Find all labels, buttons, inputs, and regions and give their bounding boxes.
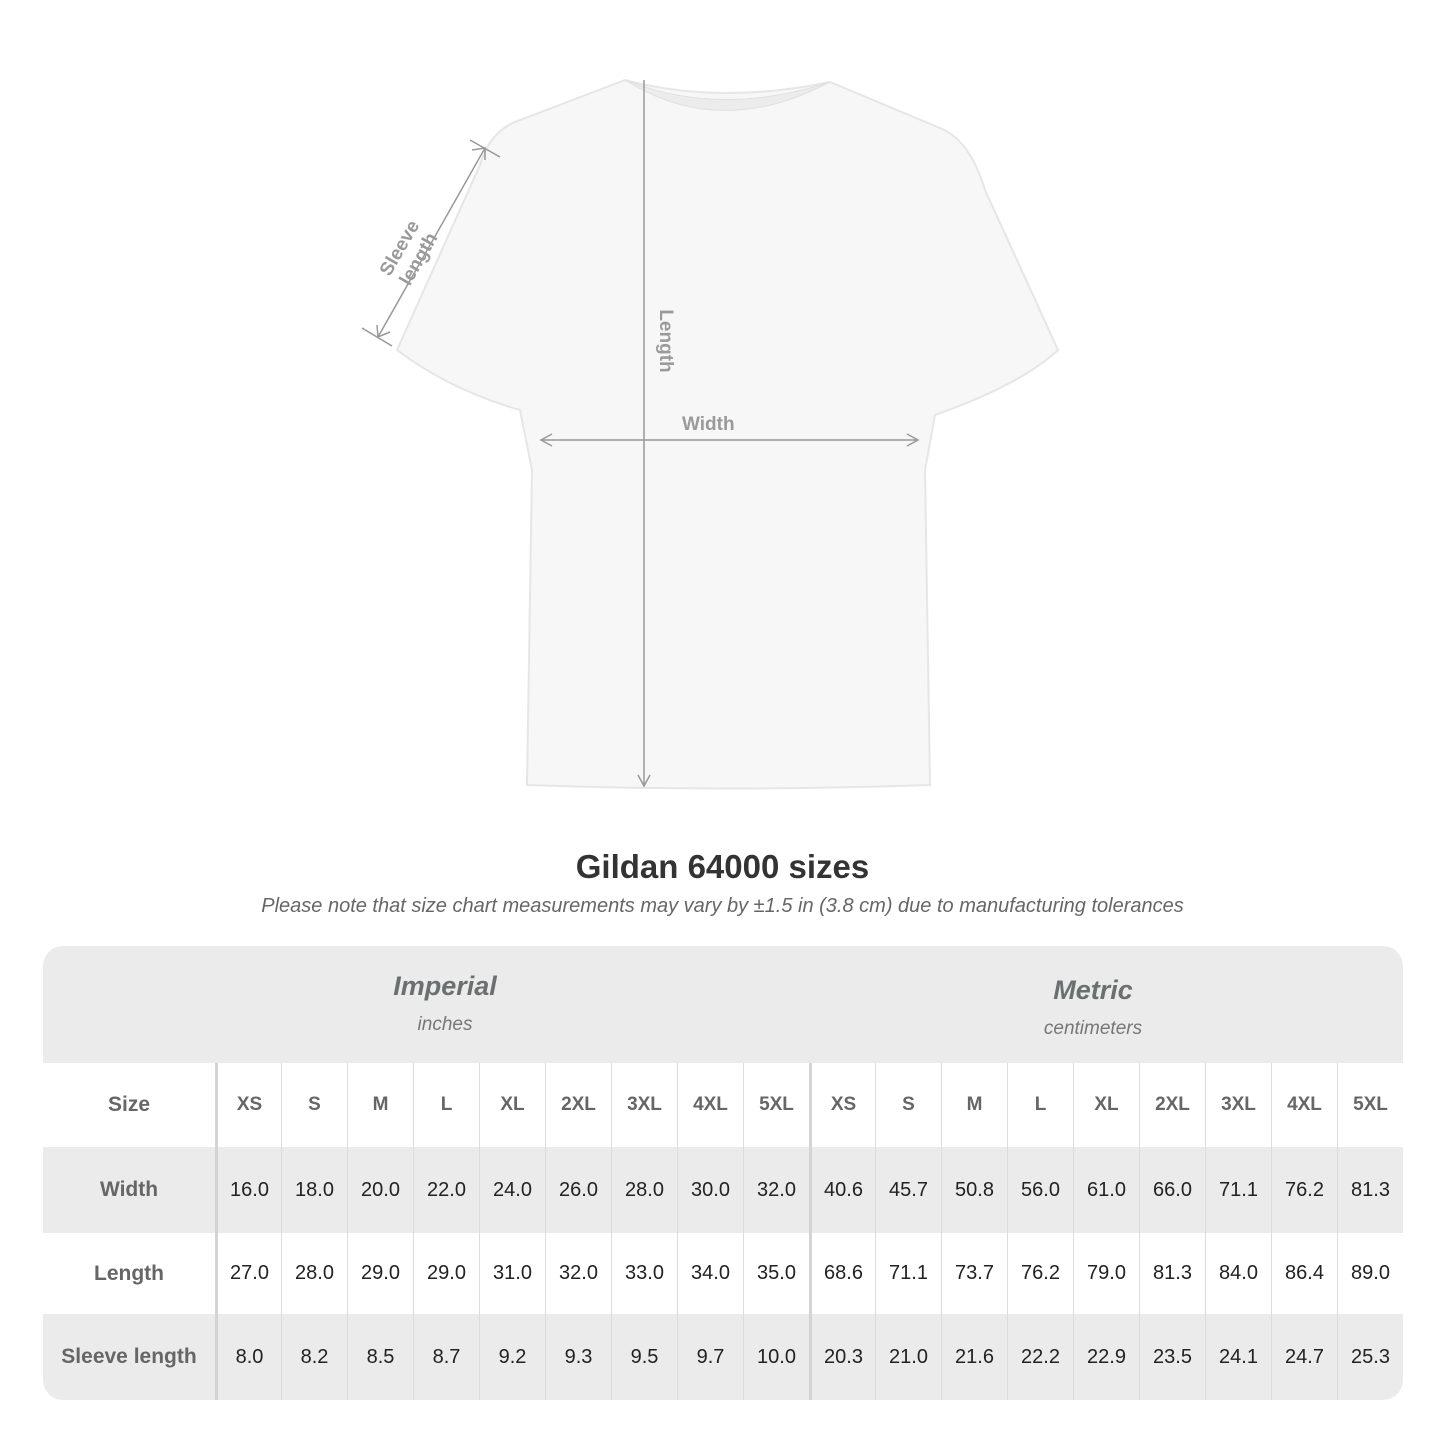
table-cell: 32.0 bbox=[743, 1147, 809, 1233]
table-cell: 28.0 bbox=[281, 1233, 347, 1314]
table-cell: 50.8 bbox=[941, 1147, 1007, 1233]
table-cell: 27.0 bbox=[215, 1233, 281, 1314]
table-cell: 22.2 bbox=[1007, 1314, 1073, 1400]
table-cell: 16.0 bbox=[215, 1147, 281, 1233]
table-cell: 9.2 bbox=[479, 1314, 545, 1400]
size-label: Size bbox=[107, 1093, 151, 1116]
table-row: Sleeve length 8.0 8.2 8.5 8.7 9.2 9.3 9.5 9.7 10.… bbox=[43, 1314, 1403, 1400]
table-cell: 81.3 bbox=[1337, 1147, 1403, 1233]
table-cell: 24.1 bbox=[1205, 1314, 1271, 1400]
table-cell: 25.3 bbox=[1337, 1314, 1403, 1400]
tshirt-diagram bbox=[361, 78, 1060, 790]
table-row: Width 16.0 18.0 20.0 22.0 24.0 26.0 28.0 30.0 32.… bbox=[43, 1147, 1403, 1233]
table-cell: 71.1 bbox=[875, 1233, 941, 1314]
table-cell: 61.0 bbox=[1073, 1147, 1139, 1233]
size-header-cell: M bbox=[941, 1063, 1007, 1147]
table-cell: 31.0 bbox=[479, 1233, 545, 1314]
row-label: Width bbox=[99, 1178, 159, 1201]
size-header-cell: L bbox=[1007, 1063, 1073, 1147]
width-label: Width bbox=[682, 414, 735, 435]
length-label: Length bbox=[655, 309, 676, 373]
table-cell: 8.2 bbox=[281, 1314, 347, 1400]
size-header-cell: M bbox=[347, 1063, 413, 1147]
size-header-cell: 3XL bbox=[1205, 1063, 1271, 1147]
tolerance-note: Please note that size chart measurements… bbox=[261, 895, 1184, 917]
row-label: Length bbox=[94, 1261, 164, 1285]
metric-group: Metric centimeters bbox=[813, 975, 1373, 1040]
size-header-cell: 4XL bbox=[1271, 1063, 1337, 1147]
table-cell: 68.6 bbox=[809, 1233, 875, 1314]
collar bbox=[624, 79, 831, 111]
imperial-title: Imperial bbox=[393, 971, 497, 1001]
table-cell: 28.0 bbox=[611, 1147, 677, 1233]
size-header-cell: XS bbox=[809, 1063, 875, 1147]
table-cell: 23.5 bbox=[1139, 1314, 1205, 1400]
size-header-cell: 3XL bbox=[611, 1063, 677, 1147]
table-cell: 35.0 bbox=[743, 1233, 809, 1314]
size-table: Imperial inches Metric centimeters Size … bbox=[43, 946, 1403, 1400]
table-cell: 76.2 bbox=[1007, 1233, 1073, 1314]
table-row: Length 27.0 28.0 29.0 29.0 31.0 32.0 33.0 34.0 35… bbox=[43, 1233, 1403, 1314]
table-cell: 20.0 bbox=[347, 1147, 413, 1233]
size-header-cell: XL bbox=[1073, 1063, 1139, 1147]
size-header-cell: 4XL bbox=[677, 1063, 743, 1147]
table-cell: 20.3 bbox=[809, 1314, 875, 1400]
size-header-cell: 2XL bbox=[1139, 1063, 1205, 1147]
table-cell: 30.0 bbox=[677, 1147, 743, 1233]
size-header-cell: 2XL bbox=[545, 1063, 611, 1147]
length-arrow bbox=[637, 774, 651, 788]
sleeve-line bbox=[377, 147, 486, 338]
size-header-cell: XS bbox=[215, 1063, 281, 1147]
table-cell: 9.7 bbox=[677, 1314, 743, 1400]
table-cell: 24.0 bbox=[479, 1147, 545, 1233]
table-cell: 26.0 bbox=[545, 1147, 611, 1233]
size-header-cell: 5XL bbox=[1337, 1063, 1403, 1147]
table-cell: 34.0 bbox=[677, 1233, 743, 1314]
table-cell: 56.0 bbox=[1007, 1147, 1073, 1233]
table-cell: 84.0 bbox=[1205, 1233, 1271, 1314]
table-cell: 8.7 bbox=[413, 1314, 479, 1400]
table-cell: 86.4 bbox=[1271, 1233, 1337, 1314]
table-cell: 45.7 bbox=[875, 1147, 941, 1233]
page-title: Gildan 64000 sizes bbox=[575, 848, 870, 885]
row-label: Sleeve length bbox=[61, 1345, 197, 1368]
width-arrow-left bbox=[539, 433, 553, 447]
metric-unit: centimeters bbox=[1043, 1018, 1143, 1039]
metric-title: Metric bbox=[1053, 975, 1133, 1005]
size-header-cell: S bbox=[281, 1063, 347, 1147]
width-arrow-right bbox=[906, 433, 920, 447]
table-cell: 24.7 bbox=[1271, 1314, 1337, 1400]
table-cell: 21.6 bbox=[941, 1314, 1007, 1400]
table-cell: 21.0 bbox=[875, 1314, 941, 1400]
size-header-cell: L bbox=[413, 1063, 479, 1147]
table-cell: 8.0 bbox=[215, 1314, 281, 1400]
size-header-cell: XL bbox=[479, 1063, 545, 1147]
table-cell: 71.1 bbox=[1205, 1147, 1271, 1233]
imperial-group: Imperial inches bbox=[215, 971, 675, 1036]
size-row: Size XS S M L XL 2XL 3XL 4XL 5XL XS S M L XL 2XL 3XL 4XL… bbox=[43, 1063, 1403, 1147]
table-cell: 40.6 bbox=[809, 1147, 875, 1233]
imperial-unit: inches bbox=[417, 1014, 473, 1035]
size-header-cell: 5XL bbox=[743, 1063, 809, 1147]
table-cell: 29.0 bbox=[413, 1233, 479, 1314]
table-cell: 73.7 bbox=[941, 1233, 1007, 1314]
table-cell: 10.0 bbox=[743, 1314, 809, 1400]
table-cell: 22.0 bbox=[413, 1147, 479, 1233]
table-cell: 22.9 bbox=[1073, 1314, 1139, 1400]
table-cell: 76.2 bbox=[1271, 1147, 1337, 1233]
table-cell: 9.3 bbox=[545, 1314, 611, 1400]
table-cell: 8.5 bbox=[347, 1314, 413, 1400]
table-cell: 66.0 bbox=[1139, 1147, 1205, 1233]
table-cell: 29.0 bbox=[347, 1233, 413, 1314]
table-cell: 32.0 bbox=[545, 1233, 611, 1314]
table-cell: 79.0 bbox=[1073, 1233, 1139, 1314]
table-cell: 9.5 bbox=[611, 1314, 677, 1400]
table-cell: 89.0 bbox=[1337, 1233, 1403, 1314]
table-header: Imperial inches Metric centimeters bbox=[43, 946, 1403, 1063]
table-cell: 18.0 bbox=[281, 1147, 347, 1233]
size-header-cell: S bbox=[875, 1063, 941, 1147]
table-cell: 81.3 bbox=[1139, 1233, 1205, 1314]
table-cell: 33.0 bbox=[611, 1233, 677, 1314]
